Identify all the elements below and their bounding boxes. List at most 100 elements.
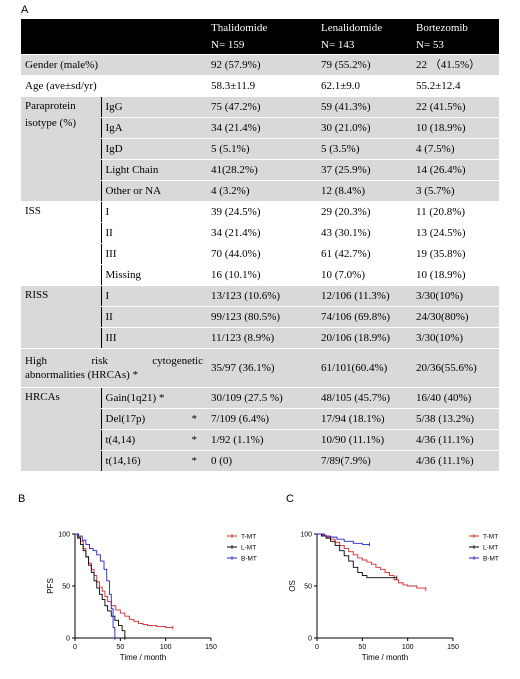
table-row: Paraprotein isotype (%) IgG 75 (47.2%) 59 (4… <box>21 96 499 202</box>
sublabel-text: III <box>105 248 117 260</box>
cell-value: 35/97 (36.1%) <box>207 348 317 388</box>
cell-value: 4/36 (11.1%) <box>412 450 499 472</box>
table-row: High risk cytogenetic abnormalities (HRCA… <box>21 348 499 388</box>
table-row: IgD 5 (5.1%) 5 (3.5%) 4 (7.5%) <box>21 138 499 160</box>
cell-value: 3/30(10%) <box>412 285 499 307</box>
cell-value: 22 （41.5%） <box>412 54 499 76</box>
cell-value: 29 (20.3%) <box>317 201 412 223</box>
row-sublabel: IgG <box>100 96 207 118</box>
group-label-line2: isotype (%) <box>25 117 77 129</box>
cell-value: 4 (3.2%) <box>207 180 317 202</box>
star-mark: * <box>191 413 198 425</box>
x-tick-label: 150 <box>205 644 217 651</box>
survival-curve-t-mt <box>317 533 427 590</box>
table-row: RISS I 13/123 (10.6%) 12/106 (11.3%) 3/30(10… <box>21 285 499 349</box>
table-row: III 70 (44.0%) 61 (42.7%) 19 (35.8%) <box>21 243 499 265</box>
cell-value: 30 (21.0%) <box>317 117 412 139</box>
row-label: Gender (male%) <box>21 54 207 76</box>
y-tick-label: 0 <box>308 636 312 643</box>
cell-value: 17/94 (18.1%) <box>317 408 412 430</box>
os-survival-chart: 0 50 100 0 50 100 150 Time / month OS T-MT L-MT B-M… <box>288 532 499 663</box>
row-group-label: ISS <box>21 201 101 286</box>
cell-value: 99/123 (80.5%) <box>207 306 317 328</box>
x-tick-label: 100 <box>160 644 172 651</box>
x-tick-label: 50 <box>116 644 124 651</box>
cell-value: 4 (7.5%) <box>412 138 499 160</box>
star-mark: * <box>191 455 198 467</box>
header-n: N= 53 <box>416 39 444 51</box>
row-group-label: Paraprotein isotype (%) <box>21 96 101 202</box>
x-tick-label: 100 <box>402 644 414 651</box>
cell-value: 24/30(80%) <box>412 306 499 328</box>
header-col1: Thalidomide N= 159 <box>207 19 317 55</box>
cell-value: 75 (47.2%) <box>207 96 317 118</box>
cell-value: 3/30(10%) <box>412 327 499 349</box>
y-tick-label: 0 <box>66 636 70 643</box>
row-sublabel: IgA <box>100 117 207 139</box>
row-sublabel: IgD <box>100 138 207 160</box>
cell-value: 10 (7.0%) <box>317 264 412 286</box>
cell-value: 12/106 (11.3%) <box>317 285 412 307</box>
cell-value: 14 (26.4%) <box>412 159 499 181</box>
x-tick-label: 150 <box>447 644 459 651</box>
row-label: Age (ave±sd/yr) <box>21 75 207 97</box>
cell-value: 5 (3.5%) <box>317 138 412 160</box>
cell-value: 55.2±12.4 <box>412 75 499 97</box>
survival-curve-b-mt <box>75 533 116 638</box>
x-tick-label: 50 <box>358 644 366 651</box>
table-row: t(14,16) * 0 (0) 7/89(7.9%) 4/36 (11.1%) <box>21 450 499 472</box>
cell-value: 41(28.2%) <box>207 159 317 181</box>
table-header-row: Thalidomide N= 159 Lenalidomide N= 143 Borte… <box>21 19 499 55</box>
row-sublabel: II <box>100 222 207 244</box>
cell-value: 4/36 (11.1%) <box>412 429 499 451</box>
header-drug: Bortezomib <box>416 22 468 34</box>
cell-value: 74/106 (69.8%) <box>317 306 412 328</box>
header-drug: Lenalidomide <box>321 22 383 34</box>
table-row: II 99/123 (80.5%) 74/106 (69.8%) 24/30(80%) <box>21 306 499 328</box>
row-sublabel: III <box>100 327 207 349</box>
cell-value: 20/106 (18.9%) <box>317 327 412 349</box>
sublabel-text: Other or NA <box>105 185 162 197</box>
survival-curve-l-mt <box>317 533 397 579</box>
cell-value: 39 (24.5%) <box>207 201 317 223</box>
row-sublabel: Gain(1q21) * <box>100 387 207 409</box>
cell-value: 37 (25.9%) <box>317 159 412 181</box>
cell-value: 0 (0) <box>207 450 317 472</box>
cell-value: 10/90 (11.1%) <box>317 429 412 451</box>
cell-value: 62.1±9.0 <box>317 75 412 97</box>
cell-value: 16 (10.1%) <box>207 264 317 286</box>
cell-value: 30/109 (27.5 %) <box>207 387 317 409</box>
row-sublabel: I <box>100 201 207 223</box>
cell-value: 20/36(55.6%) <box>412 348 499 388</box>
header-drug: Thalidomide <box>211 22 268 34</box>
sublabel-text: I <box>105 206 110 218</box>
y-tick-label: 50 <box>62 584 70 591</box>
cell-value: 19 (35.8%) <box>412 243 499 265</box>
sublabel-text: III <box>105 332 117 344</box>
legend-entry: T-MT <box>483 534 498 541</box>
cell-value: 70 (44.0%) <box>207 243 317 265</box>
row-sublabel: t(4,14) * <box>100 429 207 451</box>
legend-entry: B-MT <box>241 556 257 563</box>
sublabel-text: Gain(1q21) * <box>105 392 165 404</box>
survival-curve-b-mt <box>317 533 370 545</box>
cell-value: 59 (41.3%) <box>317 96 412 118</box>
sublabel-text: Del(17p) <box>105 413 146 425</box>
table-row: Other or NA 4 (3.2%) 12 (8.4%) 3 (5.7%) <box>21 180 499 202</box>
sublabel-text: Missing <box>105 269 141 281</box>
header-blank <box>21 19 207 55</box>
row-sublabel: Light Chain <box>100 159 207 181</box>
panel-label-b: B <box>18 493 26 505</box>
row-sublabel: II <box>100 306 207 328</box>
y-axis-label: PFS <box>46 578 55 594</box>
cell-value: 10 (18.9%) <box>412 117 499 139</box>
row-sublabel: I <box>100 285 207 307</box>
table-row: t(4,14) * 1/92 (1.1%) 10/90 (11.1%) 4/36 (11… <box>21 429 499 451</box>
sublabel-text: II <box>105 227 113 239</box>
sublabel-text: II <box>105 311 113 323</box>
table-row: ISS I 39 (24.5%) 29 (20.3%) 11 (20.8%) <box>21 201 499 286</box>
cell-value: 22 (41.5%) <box>412 96 499 118</box>
row-sublabel: Del(17p) * <box>100 408 207 430</box>
header-col3: Bortezomib N= 53 <box>412 19 499 55</box>
group-label-line1: Paraprotein <box>25 100 76 112</box>
